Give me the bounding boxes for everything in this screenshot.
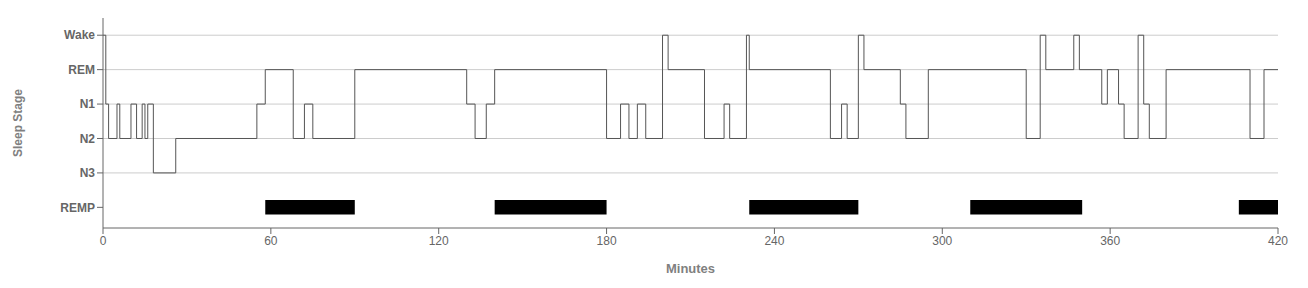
svg-text:60: 60 xyxy=(264,234,278,248)
svg-text:420: 420 xyxy=(1268,234,1288,248)
svg-text:180: 180 xyxy=(597,234,617,248)
svg-text:N1: N1 xyxy=(80,97,96,111)
svg-text:240: 240 xyxy=(764,234,784,248)
svg-text:Minutes: Minutes xyxy=(666,261,715,276)
svg-text:300: 300 xyxy=(932,234,952,248)
svg-text:120: 120 xyxy=(429,234,449,248)
svg-text:Sleep Stage: Sleep Stage xyxy=(11,89,25,157)
svg-text:0: 0 xyxy=(100,234,107,248)
svg-text:REMP: REMP xyxy=(60,201,95,215)
svg-text:N2: N2 xyxy=(80,132,96,146)
svg-text:Wake: Wake xyxy=(64,28,95,42)
svg-text:360: 360 xyxy=(1100,234,1120,248)
svg-text:REM: REM xyxy=(68,63,95,77)
svg-text:N3: N3 xyxy=(80,166,96,180)
